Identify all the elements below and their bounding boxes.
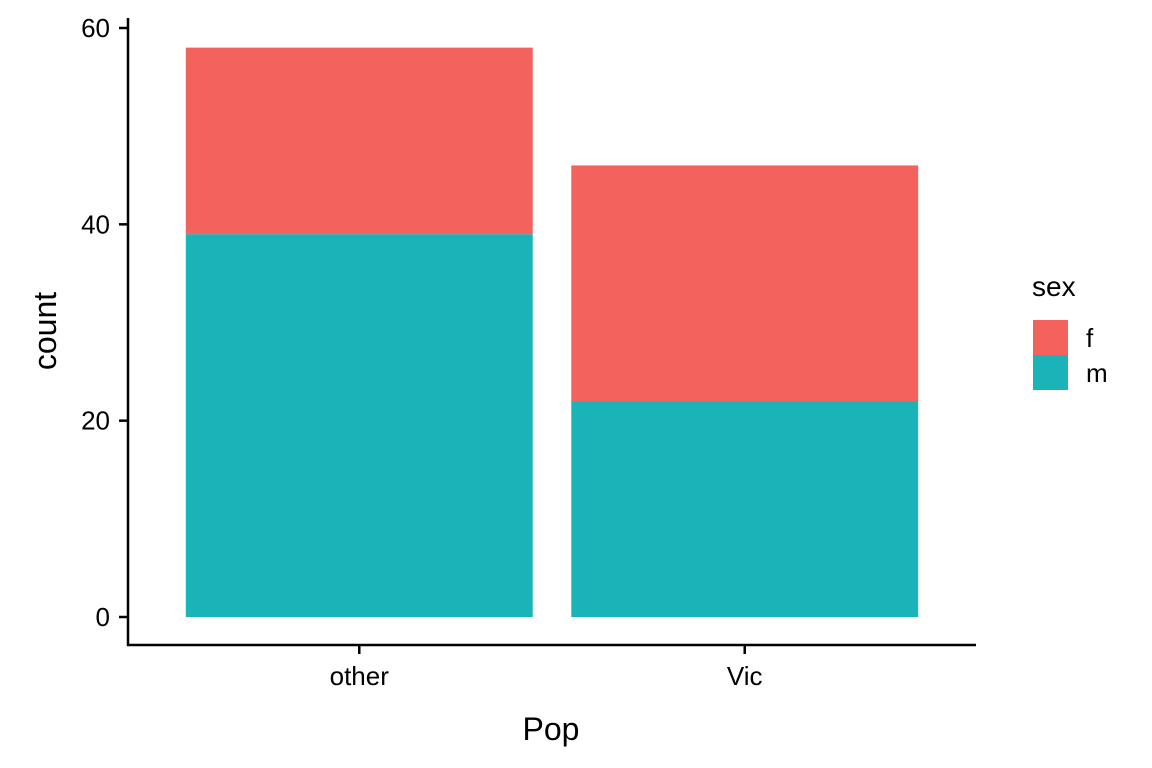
- x-axis-ticks: other Vic: [330, 645, 763, 691]
- y-axis-ticks: 0 20 40 60: [81, 13, 128, 632]
- x-axis-title: Pop: [523, 711, 580, 747]
- bar-Vic-m: [571, 401, 919, 617]
- legend-label-m: m: [1086, 358, 1108, 388]
- y-tick-label: 20: [81, 406, 110, 436]
- bars-layer: [185, 47, 919, 617]
- x-tick-label: Vic: [727, 661, 763, 691]
- legend-key-m: [1033, 355, 1068, 390]
- bar-Vic-f: [571, 165, 919, 402]
- legend-title: sex: [1032, 271, 1076, 302]
- legend-key-f: [1033, 320, 1068, 355]
- x-tick-label: other: [330, 661, 390, 691]
- y-tick-label: 40: [81, 209, 110, 239]
- bar-other-f: [185, 47, 533, 235]
- legend-label-f: f: [1086, 323, 1094, 353]
- bar-other-m: [185, 234, 533, 617]
- y-axis-title: count: [27, 292, 63, 370]
- y-tick-label: 60: [81, 13, 110, 43]
- y-tick-label: 0: [96, 602, 110, 632]
- legend: fm: [1033, 320, 1108, 390]
